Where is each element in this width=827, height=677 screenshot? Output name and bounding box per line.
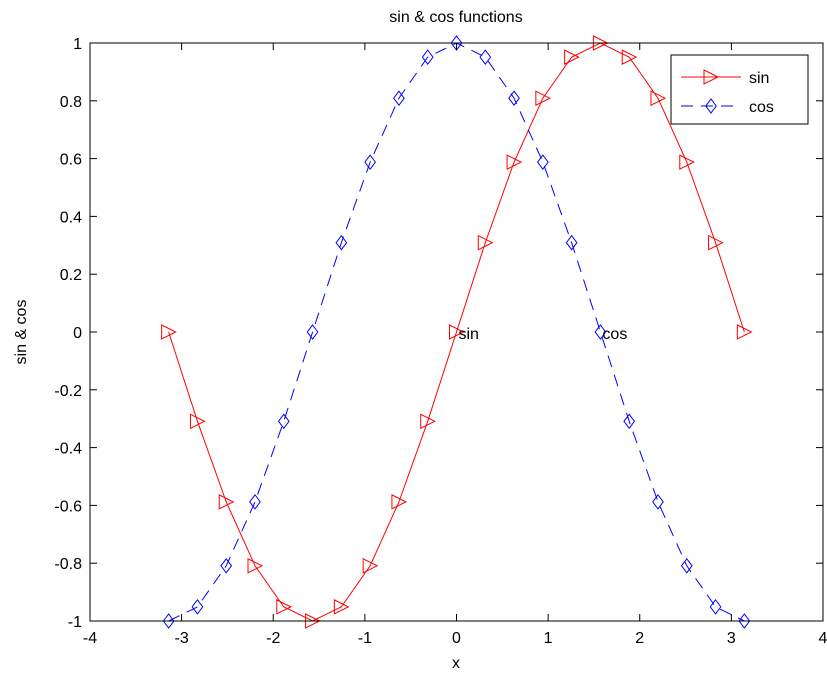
marker-cos xyxy=(421,49,434,65)
legend-box xyxy=(670,54,809,125)
marker-sin xyxy=(535,90,551,107)
marker-sin xyxy=(247,557,264,574)
marker-cos xyxy=(191,599,204,615)
marker-sin xyxy=(564,49,580,65)
x-tick-label: 0 xyxy=(452,630,461,647)
marker-sin xyxy=(449,324,465,340)
tick-layer: -4 -3 -2 -1 0 1 2 3 4 -1 -0.8 -0.6 -0.4 -0.2 0 0.2 0.4 0.… xyxy=(54,36,827,647)
y-tick-label: 0.4 xyxy=(60,209,82,226)
chart-title: sin & cos functions xyxy=(389,9,522,26)
marker-cos xyxy=(680,557,693,574)
legend-label-cos: cos xyxy=(749,99,774,116)
x-tick-label: -3 xyxy=(175,630,189,647)
marker-cos xyxy=(364,154,377,170)
x-tick-label: 3 xyxy=(727,630,736,647)
marker-cos xyxy=(565,234,578,251)
marker-sin xyxy=(621,49,638,65)
x-tick-label: -1 xyxy=(358,630,372,647)
marker-sin xyxy=(736,324,753,340)
y-tick-label: 0.2 xyxy=(60,267,82,284)
marker-cos xyxy=(508,90,520,107)
marker-sin xyxy=(391,494,408,510)
x-tick-label: -4 xyxy=(83,630,97,647)
marker-cos xyxy=(277,413,290,430)
marker-cos xyxy=(393,90,405,107)
legend-marker-sin xyxy=(703,69,720,85)
marker-cos xyxy=(652,494,664,510)
legend-sample-sin xyxy=(681,69,741,85)
marker-sin xyxy=(218,494,235,510)
y-axis-label: sin & cos xyxy=(13,300,30,365)
marker-cos xyxy=(623,413,636,430)
annotation-cos: cos xyxy=(602,326,627,343)
y-tick-label: -1 xyxy=(68,614,82,631)
x-tick-label: 2 xyxy=(635,630,644,647)
marker-sin xyxy=(650,90,667,107)
legend-marker-cos xyxy=(705,98,717,114)
x-tick-label: -2 xyxy=(266,630,280,647)
y-tick-label: -0.8 xyxy=(54,556,82,573)
marker-sin xyxy=(333,599,350,615)
x-tick-label: 1 xyxy=(544,630,553,647)
marker-cos xyxy=(738,613,751,629)
legend-label-sin: sin xyxy=(749,70,769,87)
marker-cos xyxy=(306,324,319,340)
y-tick-label: -0.2 xyxy=(54,383,82,400)
marker-cos xyxy=(335,234,348,251)
y-tick-label: -0.4 xyxy=(54,441,82,458)
marker-sin xyxy=(477,234,494,251)
marker-sin xyxy=(420,413,436,430)
y-tick-label: -0.6 xyxy=(54,498,82,515)
marker-sin xyxy=(276,599,292,615)
legend: sin cos xyxy=(670,54,809,125)
y-tick-label: 0.8 xyxy=(60,94,82,111)
marker-sin xyxy=(708,234,724,251)
marker-layer xyxy=(161,35,753,629)
marker-cos xyxy=(709,599,722,615)
y-tick-label: 0 xyxy=(73,325,82,342)
legend-sample-cos xyxy=(681,98,741,114)
marker-cos xyxy=(162,613,175,629)
marker-cos xyxy=(594,324,607,340)
y-tick-label: 0.6 xyxy=(60,152,82,169)
x-axis-label: x xyxy=(452,655,460,672)
marker-cos xyxy=(479,49,492,65)
marker-cos xyxy=(249,494,261,510)
marker-sin xyxy=(362,557,379,574)
marker-sin xyxy=(161,324,177,340)
x-tick-label: 4 xyxy=(819,630,827,647)
marker-sin xyxy=(189,413,206,430)
annotation-sin: sin xyxy=(459,326,479,343)
series-line-sin xyxy=(168,42,745,622)
y-tick-label: 1 xyxy=(73,36,82,53)
marker-cos xyxy=(220,557,233,574)
marker-sin xyxy=(506,154,523,170)
marker-cos xyxy=(536,154,549,170)
marker-sin xyxy=(679,154,695,170)
